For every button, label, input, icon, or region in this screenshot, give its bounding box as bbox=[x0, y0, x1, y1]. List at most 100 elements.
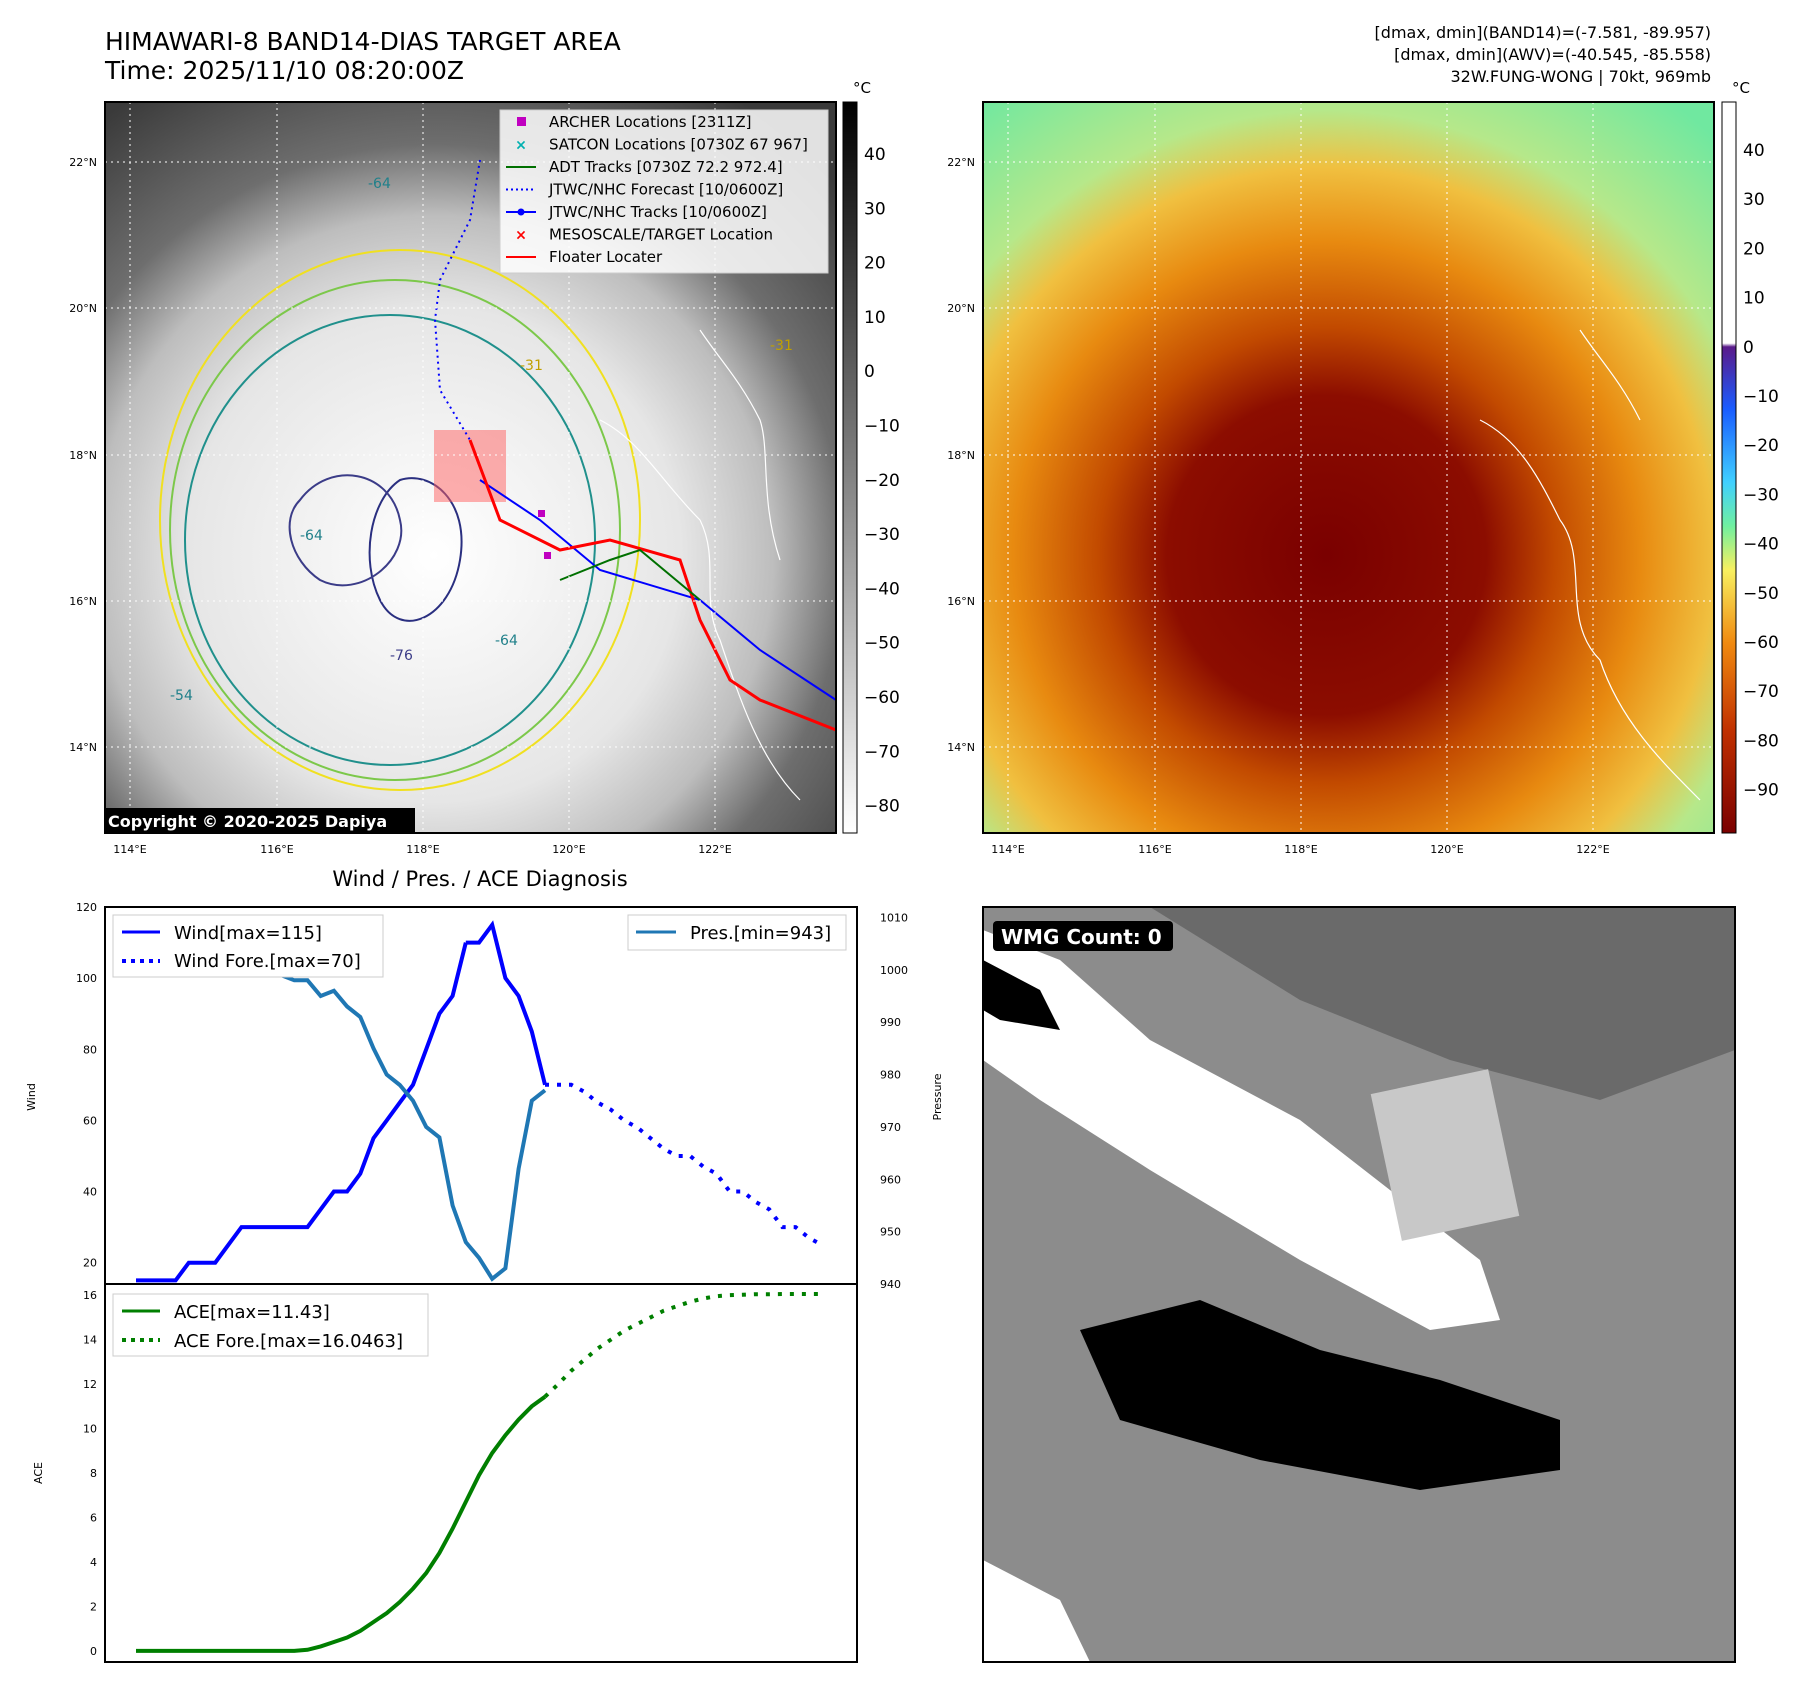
ace-tick-label: 6 bbox=[90, 1511, 97, 1524]
legend-item: ARCHER Locations [2311Z] bbox=[517, 113, 752, 131]
lat-tick-label: 20°N bbox=[947, 302, 975, 315]
jtwc-track bbox=[479, 479, 836, 701]
colorbar-tick-label: 10 bbox=[1743, 289, 1765, 309]
legend-marker-dot bbox=[517, 208, 525, 216]
legend-item: ADT Tracks [0730Z 72.2 972.4] bbox=[506, 158, 783, 176]
wind-axis-label: Wind bbox=[25, 1083, 38, 1111]
contour-label: -64 bbox=[495, 633, 518, 649]
colorbar-tick-label: −70 bbox=[864, 742, 900, 762]
copyright-box bbox=[105, 808, 415, 832]
wmg-white-lower bbox=[983, 1560, 1090, 1662]
legend-ace-fore: ACE Fore.[max=16.0463] bbox=[174, 1331, 403, 1352]
colorbar-color: °C 40 30 20 10 0 −10 −20 −30 −40 −50 −60 −70 −80 −90 bbox=[1721, 79, 1779, 834]
contour-label: -64 bbox=[300, 528, 323, 544]
legend-item: JTWC/NHC Forecast [10/0600Z] bbox=[506, 181, 783, 199]
colorbar-tick-label: 0 bbox=[1743, 338, 1754, 358]
wind-tick-label: 80 bbox=[83, 1043, 97, 1056]
colorbar-tick-label: 30 bbox=[864, 199, 886, 219]
colorbar-tick-label: 40 bbox=[1743, 141, 1765, 161]
lat-ticks-2: 22°N 20°N 18°N 16°N 14°N bbox=[947, 156, 975, 754]
legend-wind-fore: Wind Fore.[max=70] bbox=[174, 951, 361, 972]
legend-item: JTWC/NHC Tracks [10/0600Z] bbox=[506, 203, 767, 221]
archer-marker bbox=[538, 510, 545, 517]
map-legend: ARCHER Locations [2311Z] × SATCON Location… bbox=[499, 109, 829, 274]
wmg-bright-patch bbox=[1370, 1069, 1520, 1241]
lon-ticks-2: 114°E 116°E 118°E 120°E 122°E bbox=[991, 843, 1609, 856]
legend-label: JTWC/NHC Tracks [10/0600Z] bbox=[548, 203, 767, 221]
adt-track bbox=[559, 548, 701, 601]
archer-marker-2 bbox=[544, 552, 551, 559]
lat-ticks-1: 22°N 20°N 18°N 16°N 14°N bbox=[69, 156, 97, 754]
colorbar-tick-label: −20 bbox=[1743, 436, 1779, 456]
legend-wind: Wind[max=115] bbox=[174, 923, 322, 944]
legend-label: SATCON Locations [0730Z 67 967] bbox=[549, 136, 808, 154]
storm-info: 32W.FUNG-WONG | 70kt, 969mb bbox=[1450, 67, 1711, 86]
colorbar-gray: °C 40 30 20 10 0 −10 −20 −30 −40 −50 −60 −70 −80 bbox=[842, 79, 900, 834]
dmax-band14: [dmax, dmin](BAND14)=(-7.581, -89.957) bbox=[1375, 23, 1711, 42]
contour-green bbox=[169, 279, 621, 781]
colorbar-tick-label: 30 bbox=[1743, 190, 1765, 210]
lon-tick-label: 116°E bbox=[260, 843, 293, 856]
ace-forecast-line bbox=[543, 1292, 822, 1399]
wind-tick-label: 60 bbox=[83, 1114, 97, 1127]
lon-tick-label: 116°E bbox=[1138, 843, 1171, 856]
wmg-frame bbox=[982, 906, 1736, 1663]
colorbar-tick-label: −80 bbox=[864, 797, 900, 817]
contour-label: -31 bbox=[520, 358, 543, 374]
legend-label: Floater Locater bbox=[549, 248, 663, 266]
ir-grayscale-map: Copyright © 2020-2025 Dapiya -64 -76 -64… bbox=[69, 101, 837, 856]
contour-label: -64 bbox=[368, 176, 391, 192]
contour-label: -76 bbox=[390, 648, 413, 664]
legend-marker-square bbox=[517, 117, 526, 126]
ace-legend: ACE[max=11.43] ACE Fore.[max=16.0463] bbox=[112, 1293, 429, 1357]
ace-tick-label: 4 bbox=[90, 1556, 97, 1569]
wind-line bbox=[136, 942, 468, 1283]
map-frame bbox=[982, 101, 1715, 834]
contour-label: -31 bbox=[770, 338, 793, 354]
ir-color-map: 22°N 20°N 18°N 16°N 14°N 114°E 116°E 118°E 120°… bbox=[947, 101, 1715, 856]
coastline bbox=[599, 419, 801, 801]
lat-tick-label: 22°N bbox=[947, 156, 975, 169]
pressure-tick-label: 990 bbox=[880, 1016, 901, 1029]
colorbar-tick-label: −40 bbox=[864, 579, 900, 599]
wind-tick-label: 100 bbox=[76, 972, 97, 985]
legend-item: × MESOSCALE/TARGET Location bbox=[515, 226, 773, 244]
lon-tick-label: 114°E bbox=[113, 843, 146, 856]
wmg-white-band bbox=[983, 930, 1500, 1330]
dmax-awv: [dmax, dmin](AWV)=(-40.545, -85.558) bbox=[1394, 45, 1711, 64]
colorbar-tick-label: −30 bbox=[1743, 485, 1779, 505]
ace-tick-label: 14 bbox=[83, 1334, 97, 1347]
lat-tick-label: 16°N bbox=[69, 595, 97, 608]
contour-navy-2 bbox=[288, 474, 403, 587]
map-background bbox=[983, 102, 1714, 833]
colorbar-tick-label: −60 bbox=[864, 688, 900, 708]
lon-tick-label: 122°E bbox=[698, 843, 731, 856]
wmg-black-band bbox=[1080, 1300, 1560, 1490]
copyright-text: Copyright © 2020-2025 Dapiya bbox=[108, 812, 387, 831]
wmg-black-top bbox=[983, 960, 1060, 1030]
colorbar-unit: °C bbox=[1732, 79, 1750, 97]
colorbar-unit: °C bbox=[853, 79, 871, 97]
colorbar-tick-label: 40 bbox=[864, 145, 886, 165]
ace-tick-label: 2 bbox=[90, 1600, 97, 1613]
ace-axis-label: ACE bbox=[32, 1462, 45, 1484]
colorbar-tick-label: −20 bbox=[864, 471, 900, 491]
coastline bbox=[1479, 419, 1701, 801]
contour-outer bbox=[159, 249, 641, 791]
lon-tick-label: 122°E bbox=[1576, 843, 1609, 856]
ace-tick-label: 16 bbox=[83, 1289, 97, 1302]
wind-tick-label: 20 bbox=[83, 1257, 97, 1270]
pressure-tick-label: 1000 bbox=[880, 964, 908, 977]
contour-teal bbox=[184, 314, 596, 766]
lon-tick-label: 118°E bbox=[406, 843, 439, 856]
contour-labels: -64 -76 -64 -31 -54 -64 -31 bbox=[170, 176, 793, 704]
legend-label: MESOSCALE/TARGET Location bbox=[549, 226, 773, 244]
wind-legend: Wind[max=115] Wind Fore.[max=70] bbox=[112, 914, 384, 978]
pressure-tick-label: 980 bbox=[880, 1069, 901, 1082]
colorbar-tick-label: 20 bbox=[864, 254, 886, 274]
lon-tick-label: 120°E bbox=[552, 843, 585, 856]
lat-tick-label: 18°N bbox=[947, 449, 975, 462]
lon-ticks-1: 114°E 116°E 118°E 120°E 122°E bbox=[113, 843, 731, 856]
colorbar-tick-label: −10 bbox=[1743, 387, 1779, 407]
wind-tick-label: 120 bbox=[76, 901, 97, 914]
